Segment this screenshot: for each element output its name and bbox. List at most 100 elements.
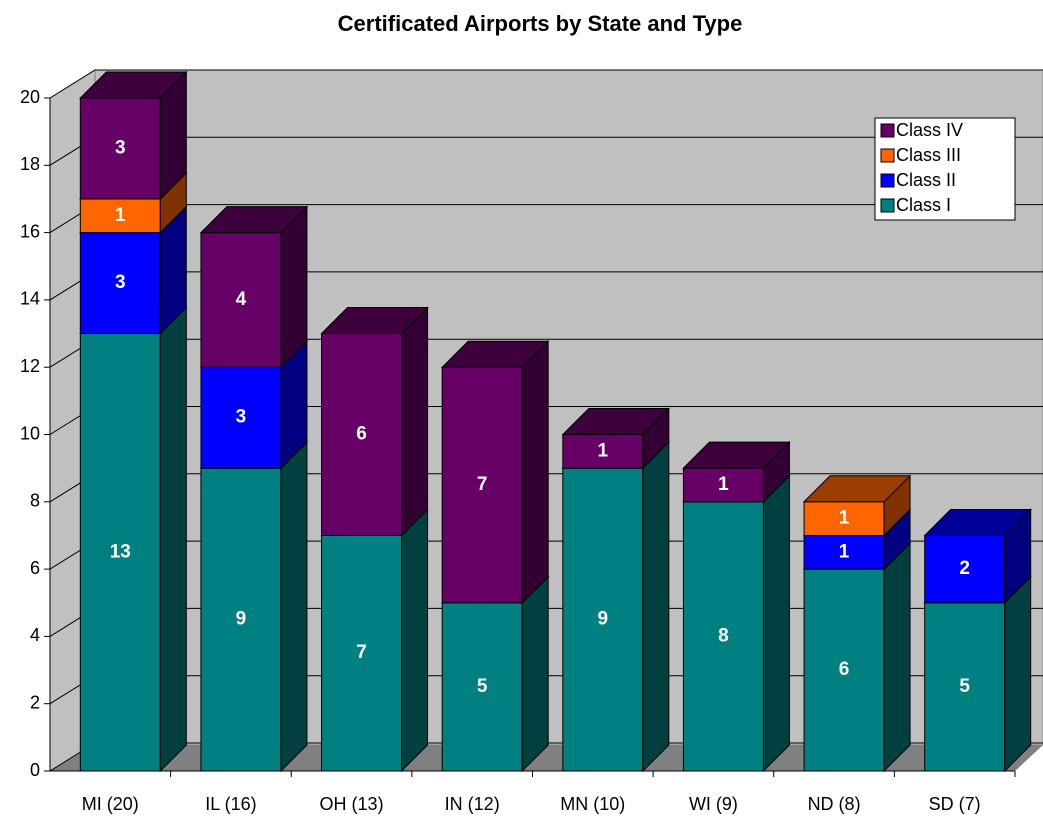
bar-front xyxy=(562,467,644,772)
value-label: 5 xyxy=(477,676,488,697)
value-label: 3 xyxy=(115,137,126,158)
bar-front xyxy=(924,534,1006,604)
legend-swatch xyxy=(880,123,895,138)
bar-segment xyxy=(923,575,1032,773)
bar-side xyxy=(280,205,308,369)
bar-top xyxy=(79,71,188,99)
value-label: 1 xyxy=(839,508,850,529)
value-label: 1 xyxy=(115,205,126,226)
bar-top xyxy=(440,340,550,368)
legend-label: Class II xyxy=(896,170,956,190)
bar-front xyxy=(562,434,644,469)
bar-side xyxy=(280,440,308,773)
bar-side xyxy=(642,440,670,773)
bar-segment xyxy=(440,575,550,773)
x-tick-label: MN (10) xyxy=(560,794,625,814)
value-label: 1 xyxy=(718,474,729,495)
bar-front xyxy=(682,467,764,503)
value-label: 2 xyxy=(959,558,970,579)
bar-segment xyxy=(561,407,671,470)
bar-top xyxy=(802,475,912,503)
y-tick-label: 0 xyxy=(30,760,40,780)
bar-top xyxy=(561,408,671,435)
y-tick-label: 12 xyxy=(20,356,40,376)
x-tick-label: IN (12) xyxy=(445,794,500,814)
legend-box xyxy=(874,117,1016,221)
bar-side xyxy=(1004,575,1032,773)
y-tick-label: 16 xyxy=(20,221,40,241)
bar-front xyxy=(441,602,523,772)
bar-segment xyxy=(320,508,429,773)
bar-segment xyxy=(320,306,429,537)
bar-side xyxy=(159,306,187,773)
bar-segment xyxy=(199,205,309,369)
x-tick-label: OH (13) xyxy=(320,794,384,814)
bar-segment xyxy=(79,306,188,773)
y-tick-label: 10 xyxy=(20,423,40,443)
value-label: 6 xyxy=(356,424,367,445)
legend-label: Class I xyxy=(896,195,951,215)
legend-swatch xyxy=(880,198,895,213)
bar-side xyxy=(401,306,429,537)
bar-segment xyxy=(440,339,550,604)
bar-segment xyxy=(802,474,912,537)
bar-front xyxy=(441,366,523,604)
grid-line xyxy=(49,69,1043,99)
value-label: 5 xyxy=(959,676,970,697)
bar-segment xyxy=(199,440,309,773)
bar-front xyxy=(803,534,885,570)
x-tick-label: SD (7) xyxy=(929,794,981,814)
legend-label: Class IV xyxy=(896,120,963,140)
bar-front xyxy=(321,534,403,772)
legend-label: Class III xyxy=(896,145,961,165)
bar-top xyxy=(682,441,791,469)
value-label: 13 xyxy=(110,541,131,562)
y-tick-label: 20 xyxy=(20,87,40,107)
legend-swatch xyxy=(880,173,895,188)
value-label: 9 xyxy=(598,609,609,630)
chart-title: Certificated Airports by State and Type xyxy=(338,11,743,36)
bar-front xyxy=(79,97,161,200)
x-tick-label: MI (20) xyxy=(82,794,139,814)
value-label: 6 xyxy=(839,659,850,680)
y-tick-label: 8 xyxy=(30,491,40,511)
value-label: 1 xyxy=(598,440,609,461)
bar-segment xyxy=(682,474,791,773)
bar-front xyxy=(79,232,161,335)
x-tick-label: WI (9) xyxy=(689,794,738,814)
bar-segment xyxy=(682,440,791,504)
bar-segment xyxy=(561,440,671,773)
bar-side xyxy=(521,339,549,604)
x-tick-label: ND (8) xyxy=(808,794,861,814)
bar-front xyxy=(200,232,282,368)
y-tick-label: 4 xyxy=(30,625,40,645)
legend-swatch xyxy=(880,148,895,163)
bar-front xyxy=(200,467,282,772)
bar-front xyxy=(803,501,885,536)
bar-front xyxy=(200,366,282,469)
bar-segment xyxy=(79,70,188,201)
value-label: 3 xyxy=(115,272,126,293)
bar-side xyxy=(401,508,429,773)
y-tick-label: 6 xyxy=(30,558,40,578)
y-tick-label: 2 xyxy=(30,692,40,712)
bar-front xyxy=(803,568,885,772)
value-label: 1 xyxy=(839,541,850,562)
bar-segment xyxy=(802,541,912,773)
bar-top xyxy=(923,508,1032,536)
bar-front xyxy=(79,333,161,772)
y-tick-label: 18 xyxy=(20,154,40,174)
value-label: 9 xyxy=(236,609,247,630)
bar-segment xyxy=(923,508,1032,604)
value-label: 4 xyxy=(236,289,247,310)
bar-side xyxy=(521,575,549,773)
bar-side xyxy=(762,474,790,773)
value-label: 7 xyxy=(356,642,367,663)
x-tick-label: IL (16) xyxy=(205,794,256,814)
bar-side xyxy=(883,541,911,773)
value-label: 7 xyxy=(477,474,488,495)
y-tick-label: 14 xyxy=(20,289,40,309)
value-label: 8 xyxy=(718,625,729,646)
bar-top xyxy=(320,307,429,335)
